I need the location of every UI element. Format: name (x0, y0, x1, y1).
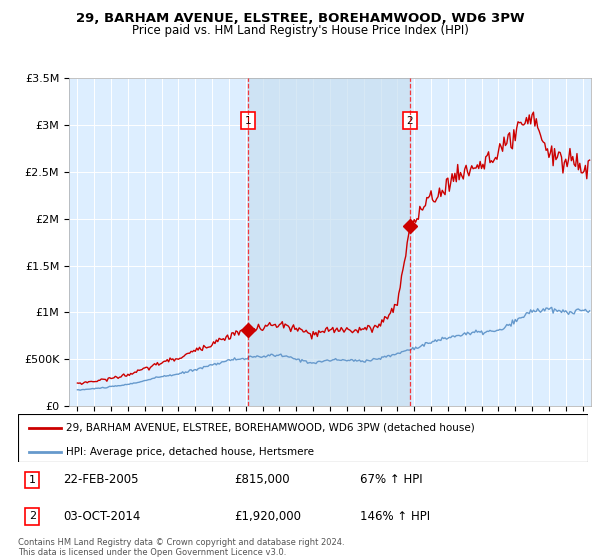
Text: 2: 2 (29, 511, 36, 521)
Text: £1,920,000: £1,920,000 (235, 510, 302, 522)
Text: 29, BARHAM AVENUE, ELSTREE, BOREHAMWOOD, WD6 3PW: 29, BARHAM AVENUE, ELSTREE, BOREHAMWOOD,… (76, 12, 524, 25)
Text: 1: 1 (245, 115, 251, 125)
Text: Price paid vs. HM Land Registry's House Price Index (HPI): Price paid vs. HM Land Registry's House … (131, 24, 469, 36)
Text: HPI: Average price, detached house, Hertsmere: HPI: Average price, detached house, Hert… (67, 446, 314, 456)
Text: Contains HM Land Registry data © Crown copyright and database right 2024.
This d: Contains HM Land Registry data © Crown c… (18, 538, 344, 557)
Text: 22-FEB-2005: 22-FEB-2005 (64, 473, 139, 487)
Text: 03-OCT-2014: 03-OCT-2014 (64, 510, 141, 522)
Text: 67% ↑ HPI: 67% ↑ HPI (360, 473, 422, 487)
Text: 29, BARHAM AVENUE, ELSTREE, BOREHAMWOOD, WD6 3PW (detached house): 29, BARHAM AVENUE, ELSTREE, BOREHAMWOOD,… (67, 423, 475, 433)
Text: £815,000: £815,000 (235, 473, 290, 487)
Text: 146% ↑ HPI: 146% ↑ HPI (360, 510, 430, 522)
Text: 1: 1 (29, 475, 36, 485)
FancyBboxPatch shape (18, 414, 588, 462)
Bar (248, 78, 410, 406)
Text: 2: 2 (407, 115, 413, 125)
